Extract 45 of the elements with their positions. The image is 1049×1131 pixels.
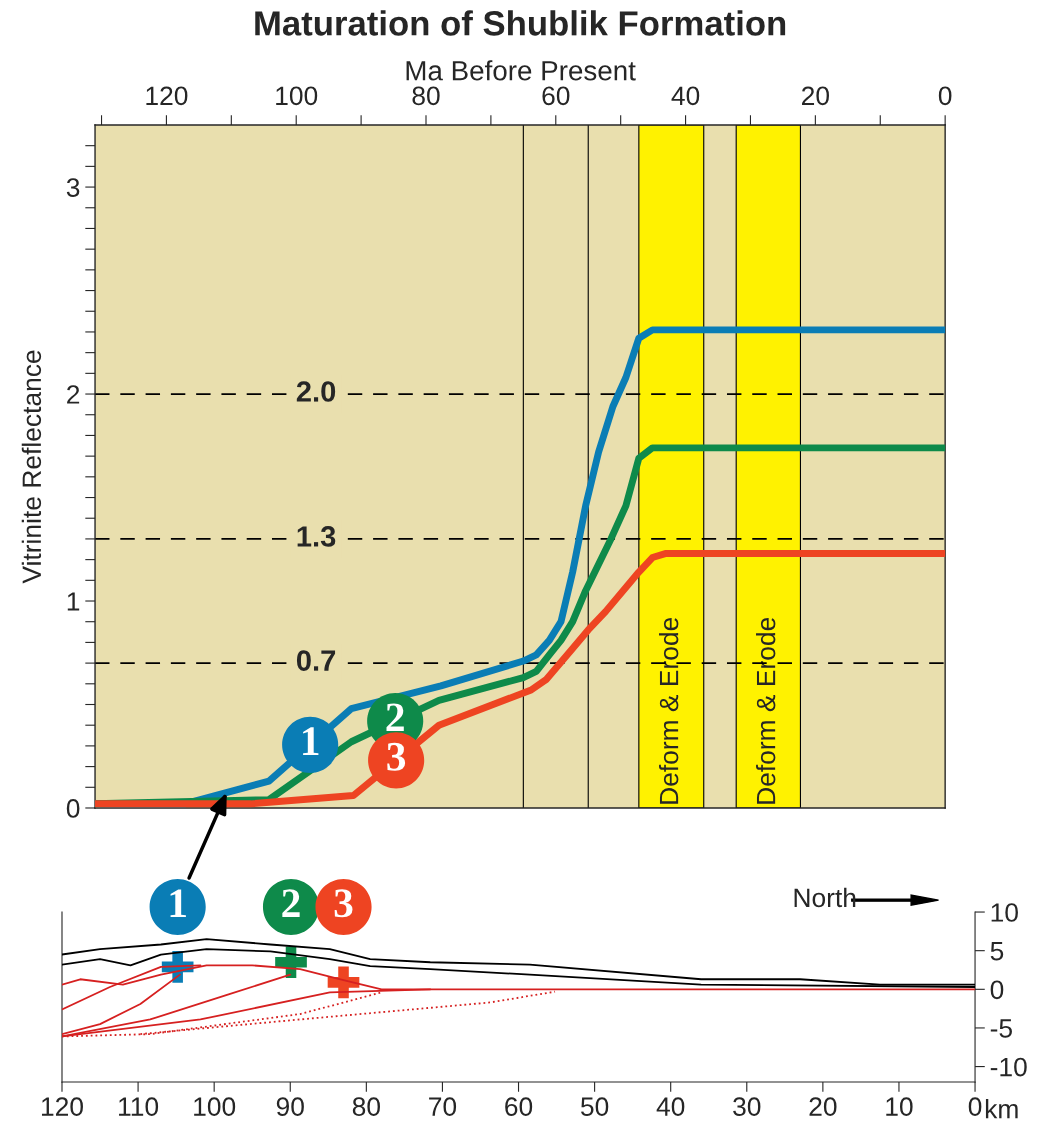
x-tick-label: 100 <box>276 86 318 106</box>
text: North <box>794 887 856 908</box>
y-tick-label: -5 <box>990 1019 1012 1038</box>
band-label: Deform & Erode <box>659 617 679 804</box>
y-tick-label: 1 <box>67 592 80 611</box>
x-tick-label: 70 <box>429 1097 457 1116</box>
x-tick-label: 60 <box>542 86 570 106</box>
x-tick-label: 90 <box>276 1097 304 1116</box>
y-tick-label: 10 <box>991 903 1018 922</box>
x-tick-label: 40 <box>656 1097 685 1116</box>
annotation: 1 <box>303 727 319 755</box>
x-tick-label: 60 <box>505 1097 533 1116</box>
y-axis-title: Vitrinite Reflectance <box>21 350 42 584</box>
x-tick-label: 10 <box>886 1097 913 1116</box>
y-tick-label: 3 <box>66 178 80 197</box>
x-tick-label: 30 <box>733 1097 761 1116</box>
ref-line-label: 2.0 <box>296 381 336 402</box>
x-tick-label: 120 <box>42 1097 83 1116</box>
annotation: 2 <box>282 889 300 917</box>
ref-line-label: 0.7 <box>296 650 336 671</box>
x-tick-label: 20 <box>809 1097 837 1116</box>
x-tick-label: 40 <box>671 86 700 106</box>
annotation: 3 <box>334 889 353 918</box>
y-tick-label: -10 <box>990 1057 1027 1077</box>
x-tick-label: 50 <box>580 1097 609 1116</box>
band-label: Deform & Erode <box>756 617 776 804</box>
x-tick-label: 120 <box>146 86 188 106</box>
x-tick-label: 80 <box>352 1097 380 1116</box>
annotation: 1 <box>170 889 186 917</box>
annotation: 3 <box>387 742 406 771</box>
x-tick-label: 100 <box>194 1097 236 1116</box>
ref-line-label: 1.3 <box>297 526 336 547</box>
y-tick-label: 5 <box>990 942 1004 961</box>
annotation: 2 <box>386 703 404 732</box>
x-axis-title: Ma Before Present <box>406 60 636 81</box>
y-tick-label: 0 <box>66 799 80 818</box>
x-tick-label: 0 <box>968 1097 982 1116</box>
y-tick-label: 2 <box>67 385 80 404</box>
x-tick-label: 20 <box>802 86 830 106</box>
x-axis-title: km <box>985 1099 1018 1119</box>
y-tick-label: 0 <box>990 980 1004 1000</box>
x-tick-label: 110 <box>119 1097 159 1116</box>
chart-title: Maturation of Shublik Formation <box>255 10 786 36</box>
x-tick-label: 0 <box>938 86 952 106</box>
x-tick-label: 80 <box>412 86 440 106</box>
